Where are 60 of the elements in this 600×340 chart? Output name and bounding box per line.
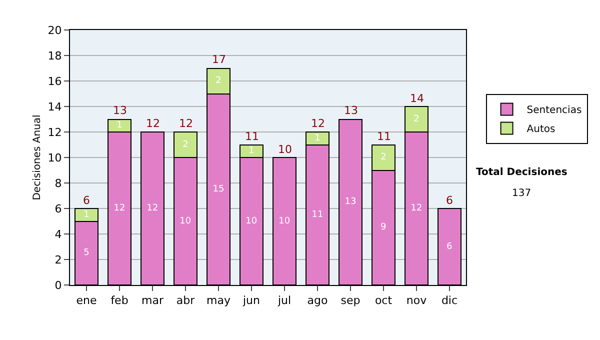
data-label: 13 [344,197,356,208]
data-label: 10 [278,216,290,226]
x-tick-label: feb [110,294,128,308]
y-tick-label: 8 [54,176,62,190]
total-label: 11 [245,130,259,143]
data-label: 11 [312,210,324,220]
y-tick-label: 16 [48,74,62,88]
data-label: 2 [216,76,222,86]
data-label: 12 [410,204,422,214]
x-tick-label: nov [406,294,428,308]
x-tick-label: ene [76,294,97,308]
total-label: 13 [113,104,127,117]
x-tick-label: ago [307,294,328,308]
text: Total Decisiones [476,167,568,178]
y-tick-label: 18 [48,49,62,62]
total-label: 10 [278,143,292,156]
y-tick-label: 14 [48,100,62,114]
x-tick-label: may [206,294,231,308]
y-tick-label: 6 [54,202,62,216]
total-label: 6 [446,194,453,207]
data-label: 1 [84,210,90,220]
text: 137 [512,188,532,199]
total-label: 14 [410,92,424,105]
data-label: 1 [116,120,122,131]
y-axis-title: Decisiones Anual [32,114,43,200]
total-label: 12 [146,117,160,130]
total-label: 6 [83,194,90,207]
data-label: 12 [146,204,158,214]
y-tick-label: 2 [54,253,62,266]
data-label: 2 [380,152,386,162]
y-tick-label: 10 [48,151,62,164]
x-tick-label: sep [340,294,360,308]
data-label: 2 [182,140,188,150]
y-tick-label: 0 [54,278,62,292]
x-tick-label: dic [441,294,458,308]
total-label: 11 [377,130,391,143]
total-label: 13 [344,104,358,117]
data-label: 5 [84,248,90,258]
x-tick-label: abr [176,294,196,308]
y-tick-label: 20 [48,24,62,37]
data-label: 2 [414,114,420,124]
total-label: 17 [212,53,226,66]
x-tick-label: oct [374,294,393,308]
y-tick-label: 12 [48,126,62,139]
data-label: 1 [248,146,254,156]
data-label: 15 [212,184,224,194]
data-label: 10 [246,216,258,226]
x-tick-label: jul [276,294,292,308]
data-label: 10 [180,216,192,226]
y-tick-label: 4 [54,228,62,241]
total-label: 12 [179,117,193,130]
data-label: 9 [380,222,386,233]
data-label: 1 [314,133,320,144]
data-label: 12 [114,204,126,214]
x-tick-label: jun [242,294,260,308]
data-label: 6 [446,242,452,252]
legend-label: Autos [526,124,556,136]
x-tick-label: mar [142,294,164,308]
legend-label: Sentencias [526,105,582,116]
total-label: 12 [311,117,325,130]
